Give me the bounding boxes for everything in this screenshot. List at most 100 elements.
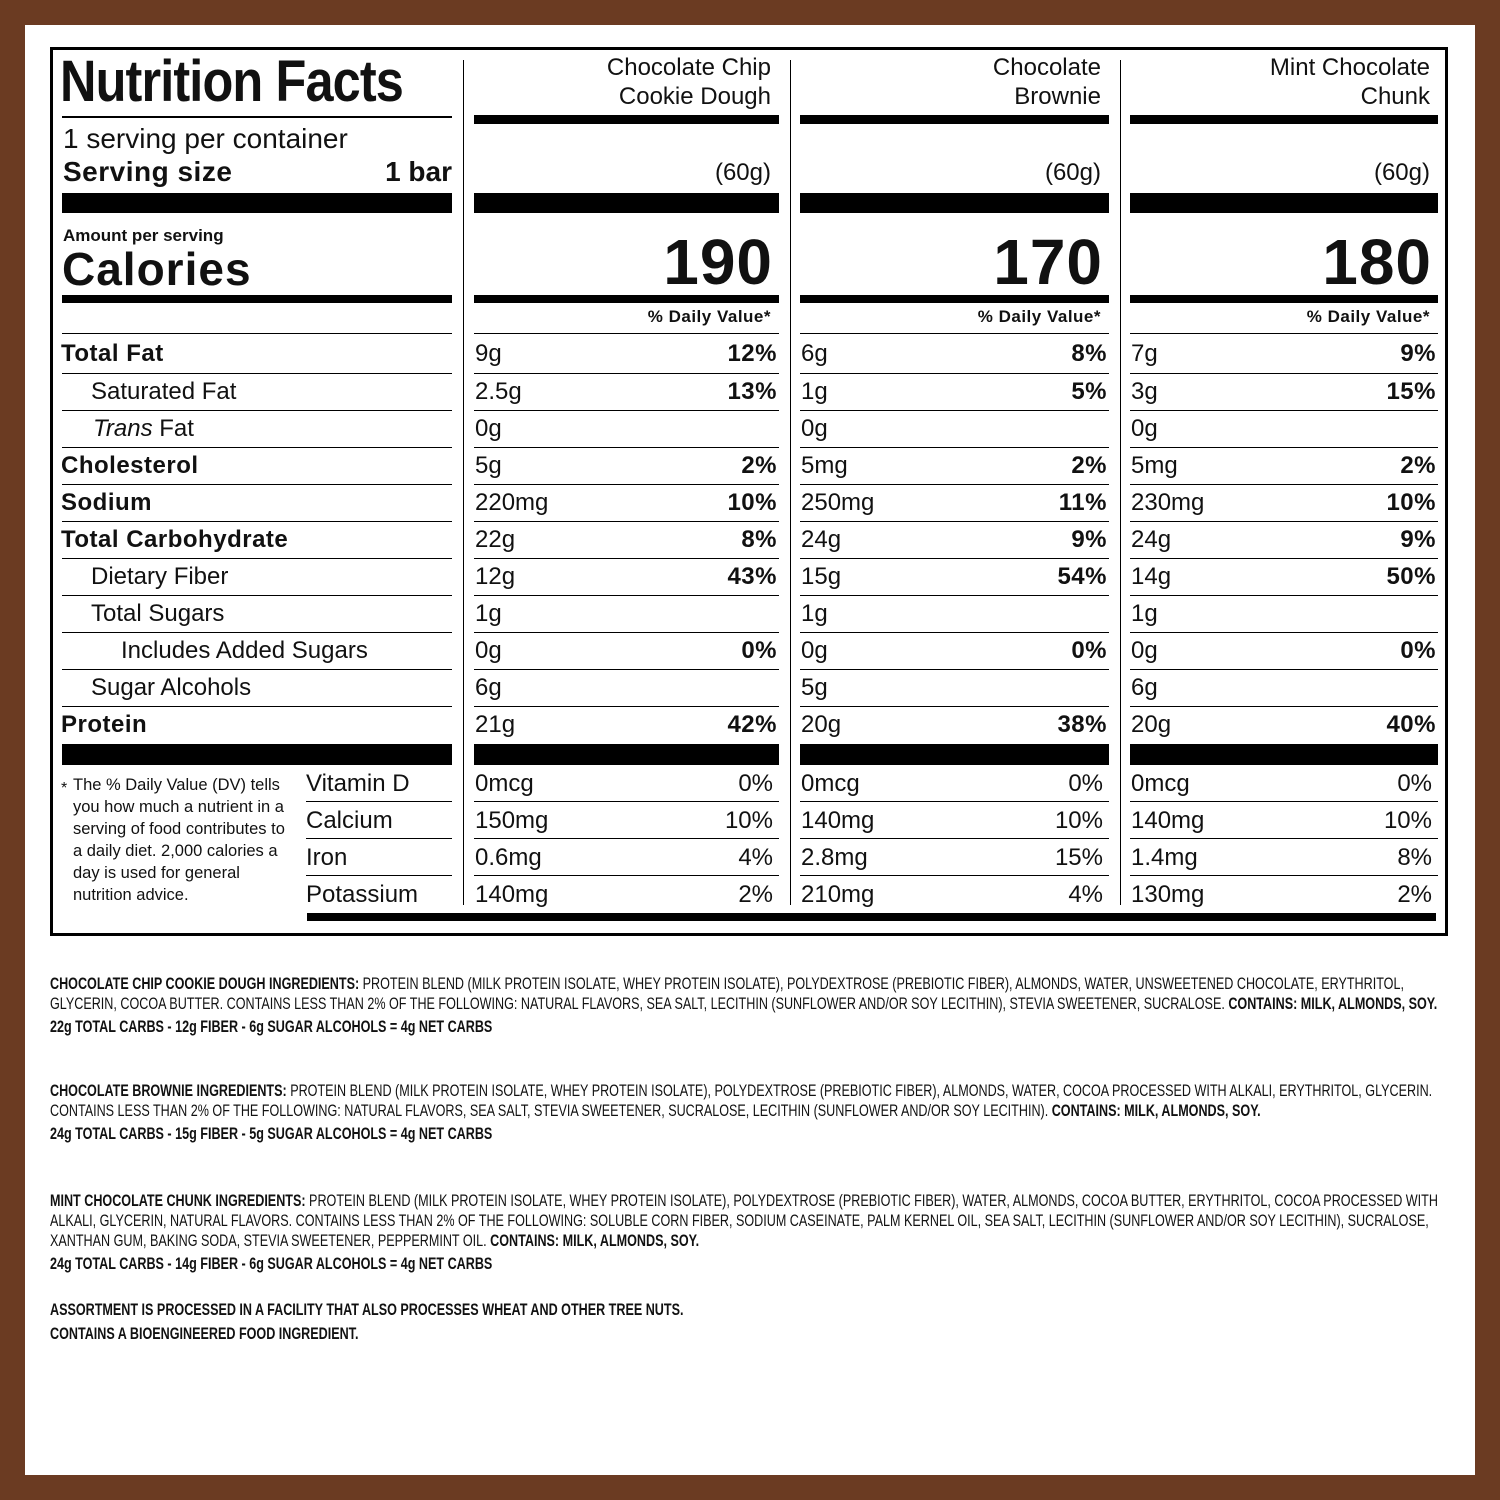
- nutrient-amount: 6g: [1131, 674, 1158, 702]
- rule: [306, 838, 452, 839]
- rule: [62, 372, 452, 374]
- nutrient-label: Total Fat: [61, 340, 164, 368]
- nutrient-dv: 42%: [727, 711, 777, 739]
- column-divider: [1120, 60, 1121, 905]
- rule: [474, 409, 779, 411]
- ingredients-text: PROTEIN BLEND (MILK PROTEIN ISOLATE, WHE…: [50, 1081, 1433, 1120]
- nutrient-amount: 7g: [1131, 340, 1158, 368]
- rule: [1130, 744, 1438, 765]
- rule: [62, 193, 452, 213]
- rule: [1130, 520, 1438, 522]
- dv-header: % Daily Value*: [647, 306, 771, 326]
- nutrient-dv: 9%: [1400, 340, 1436, 368]
- label-frame: [50, 47, 1448, 936]
- rule: [474, 558, 779, 559]
- vitamin-dv: 0%: [1397, 770, 1432, 798]
- rule: [62, 706, 452, 708]
- rule: [62, 295, 452, 303]
- rule: [800, 669, 1109, 671]
- nutrient-dv: 12%: [727, 340, 777, 368]
- rule: [474, 372, 779, 374]
- nutrient-amount: 6g: [801, 340, 828, 368]
- nutrient-amount: 14g: [1131, 563, 1172, 590]
- nutrient-label: Includes Added Sugars: [121, 637, 368, 665]
- rule: [62, 632, 452, 634]
- rule: [1130, 193, 1438, 213]
- rule: [1130, 333, 1438, 334]
- product-name: Mint Chocolate: [1269, 54, 1430, 82]
- rule: [1130, 372, 1438, 374]
- ingredients-block: CHOCOLATE CHIP COOKIE DOUGH INGREDIENTS:…: [50, 974, 1440, 1037]
- rule: [1130, 115, 1438, 124]
- rule: [1130, 801, 1438, 802]
- vitamin-label: Vitamin D: [306, 770, 410, 798]
- nutrient-dv: 43%: [727, 563, 777, 590]
- nutrient-amount: 1g: [1131, 600, 1158, 628]
- vitamin-amount: 140mg: [475, 881, 549, 909]
- nutrient-amount: 22g: [475, 525, 516, 553]
- rule: [800, 483, 1109, 485]
- nutrient-dv: 10%: [727, 488, 777, 516]
- nutrient-dv: 40%: [1386, 711, 1436, 739]
- nutrient-label: Sugar Alcohols: [91, 674, 252, 702]
- footnote: The % Daily Value (DV) tells you how muc…: [73, 776, 285, 904]
- calories: 170: [993, 226, 1103, 299]
- nutrient-dv: 5%: [1071, 377, 1107, 405]
- column-divider: [790, 60, 791, 905]
- vitamin-label: Potassium: [306, 881, 419, 909]
- ingredients-block: CHOCOLATE BROWNIE INGREDIENTS: PROTEIN B…: [50, 1081, 1440, 1144]
- rule: [62, 520, 452, 522]
- vitamin-label: Calcium: [306, 807, 393, 835]
- rule: [1130, 669, 1438, 671]
- nutrient-amount: 2.5g: [475, 377, 522, 405]
- nutrient-amount: 0g: [801, 414, 828, 442]
- calories-label: Calories: [62, 243, 252, 296]
- amount-per-serving: Amount per serving: [63, 225, 224, 245]
- rule: [1130, 483, 1438, 485]
- rule: [800, 744, 1109, 765]
- rule: [474, 801, 779, 802]
- serving-weight: (60g): [1044, 159, 1101, 187]
- product-name: Chunk: [1360, 83, 1430, 111]
- dv-header: % Daily Value*: [977, 306, 1101, 326]
- vitamin-amount: 0mcg: [475, 770, 534, 798]
- nutrient-amount: 21g: [475, 711, 516, 739]
- nutrient-amount: 0g: [475, 637, 502, 665]
- rule: [474, 333, 779, 334]
- product-name: Chocolate: [992, 54, 1101, 82]
- rule: [62, 116, 452, 118]
- vitamin-dv: 0%: [738, 770, 773, 798]
- nutrient-amount: 0g: [1131, 637, 1158, 665]
- ingredients-heading: MINT CHOCOLATE CHUNK INGREDIENTS:: [50, 1191, 306, 1210]
- rule: [800, 333, 1109, 334]
- vitamin-dv: 2%: [738, 881, 773, 909]
- nutrient-amount: 20g: [801, 711, 842, 739]
- rule: [800, 409, 1109, 411]
- nutrient-dv: 38%: [1057, 711, 1107, 739]
- serving-weight: (60g): [714, 159, 771, 187]
- rule: [474, 520, 779, 522]
- vitamin-amount: 1.4mg: [1131, 844, 1198, 872]
- rule: [800, 632, 1109, 634]
- rule: [1130, 295, 1438, 303]
- vitamin-dv: 4%: [1068, 881, 1103, 909]
- rule: [474, 706, 779, 708]
- nutrient-dv: 13%: [727, 377, 777, 405]
- product-name: Brownie: [1014, 83, 1101, 111]
- serving-size: 1 bar: [385, 155, 452, 187]
- rule: [474, 193, 779, 213]
- rule: [1130, 706, 1438, 708]
- vitamin-label: Iron: [306, 844, 348, 872]
- nutrient-amount: 0g: [475, 414, 502, 442]
- nutrient-dv: 2%: [741, 451, 777, 479]
- rule: [62, 669, 452, 671]
- nutrient-amount: 5mg: [801, 451, 848, 479]
- rule: [62, 744, 452, 765]
- nutrient-amount: 6g: [475, 674, 502, 702]
- vitamin-dv: 15%: [1054, 844, 1103, 872]
- product-name: Cookie Dough: [618, 83, 771, 111]
- nutrient-label: Sodium: [61, 488, 152, 516]
- rule: [800, 115, 1109, 124]
- nutrient-label: Cholesterol: [61, 451, 199, 479]
